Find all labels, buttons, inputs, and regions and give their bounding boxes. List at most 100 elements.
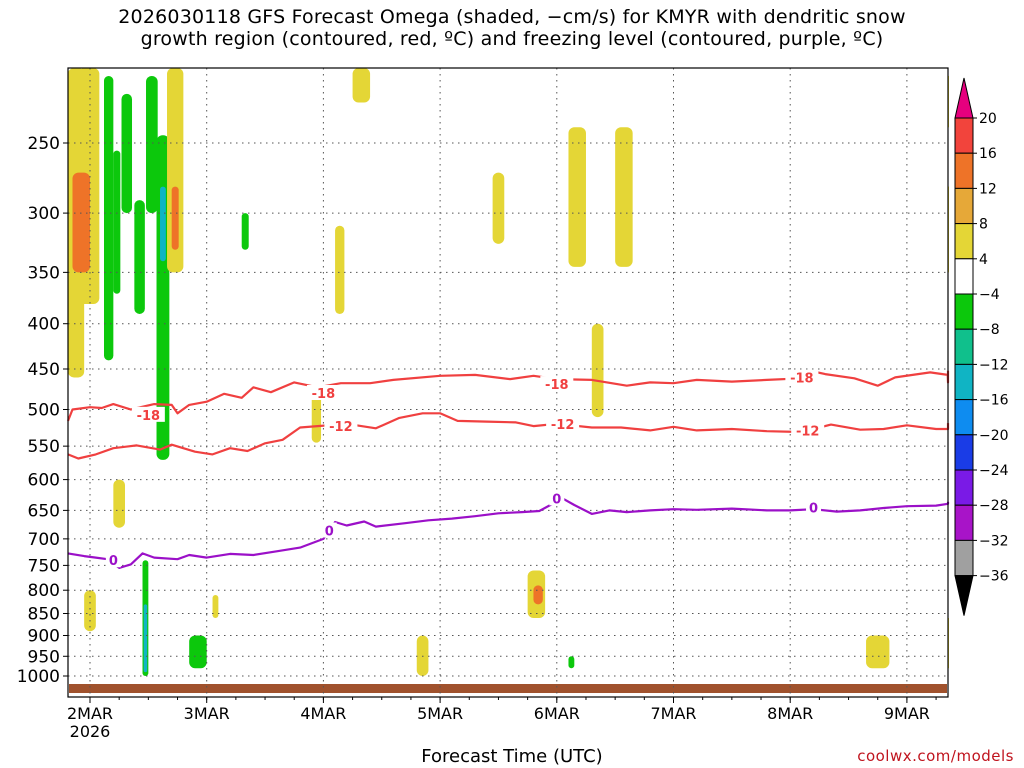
colorbar-bin (954, 539, 974, 577)
omega-shaded-region (143, 604, 148, 673)
omega-shaded-region (416, 635, 429, 676)
omega-shaded-region (84, 590, 96, 632)
x-tick-sublabel: 2026 (70, 722, 111, 741)
contour-label-bg (785, 369, 819, 385)
contour-label: 0 (809, 501, 818, 516)
colorbar-label: −36 (979, 569, 1009, 585)
colorbar-label: −8 (979, 322, 1000, 338)
omega-shaded-region (492, 172, 505, 244)
contour-label: -18 (545, 378, 569, 393)
colorbar-bottom-arrow (954, 575, 974, 616)
contour-label-bg (105, 552, 121, 568)
omega-shaded-region (615, 127, 633, 267)
y-tick-label: 650 (28, 501, 60, 521)
contour-label-bg (324, 418, 358, 434)
omega-shaded-region (134, 200, 145, 314)
colorbar-bin (954, 258, 974, 295)
colorbar-label: 4 (979, 252, 988, 268)
contour-label: 0 (325, 525, 334, 540)
contour-label: -12 (551, 418, 575, 433)
y-tick-label: 1000 (17, 667, 60, 687)
colorbar-bin (954, 117, 974, 154)
omega-shaded-region (121, 93, 133, 214)
x-tick-label: 6MAR (534, 704, 580, 723)
y-tick-label: 900 (28, 626, 60, 646)
colorbar-label: −24 (979, 463, 1009, 479)
omega-shaded-region (104, 75, 114, 361)
contour-label: -12 (796, 424, 820, 439)
contour-label-bg (546, 415, 580, 431)
x-tick-label: 9MAR (884, 704, 930, 723)
y-tick-label: 400 (28, 315, 60, 335)
omega-shaded-region (72, 172, 90, 273)
omega-shaded-region (160, 186, 166, 262)
x-tick-label: 4MAR (300, 704, 346, 723)
colorbar-bin (954, 223, 974, 260)
omega-shaded-region (212, 594, 219, 619)
grid-layer (68, 68, 948, 697)
omega-shading-layer (68, 68, 949, 676)
omega-shaded-region (866, 635, 890, 669)
colorbar-bin (954, 434, 974, 471)
colorbar-label: 8 (979, 217, 988, 233)
contour-label-bg (321, 522, 337, 538)
contour-label-bg (791, 422, 825, 438)
colorbar-label: −12 (979, 357, 1009, 373)
chart-title-line-2: growth region (contoured, red, ºC) and f… (140, 28, 884, 50)
omega-shaded-region (113, 150, 121, 294)
colorbar-label: −28 (979, 498, 1009, 514)
contour-label-bg (306, 385, 340, 401)
ground-band (69, 684, 947, 693)
contour-label: 0 (109, 554, 118, 569)
omega-shaded-region (167, 68, 184, 273)
y-tick-label: 600 (28, 471, 60, 491)
y-tick-label: 250 (28, 134, 60, 154)
omega-shaded-region (146, 75, 158, 214)
colorbar-bin (954, 363, 974, 401)
colorbar-top-arrow (954, 77, 974, 119)
colorbar-bin (954, 152, 974, 189)
contour-label: 0 (552, 492, 561, 507)
colorbar-label: −4 (979, 287, 1000, 303)
contour-label: -18 (137, 409, 161, 424)
contour-label-bg (806, 499, 822, 515)
contour-label-bg (549, 490, 565, 506)
omega-shaded-region (352, 68, 371, 103)
omega-shaded-region (533, 585, 543, 605)
omega-shaded-region (171, 186, 179, 250)
y-tick-label: 350 (28, 263, 60, 283)
contour-line-minus12 (67, 412, 950, 460)
x-tick-label: 5MAR (417, 704, 463, 723)
colorbar-label: 12 (979, 181, 997, 197)
y-tick-label: 450 (28, 360, 60, 380)
x-tick-label: 7MAR (650, 704, 696, 723)
contour-line-0 (67, 497, 950, 570)
y-tick-label: 800 (28, 581, 60, 601)
omega-shaded-region (335, 225, 345, 314)
contour-label: -18 (790, 371, 814, 386)
omega-shaded-region (568, 656, 575, 669)
contour-label-bg (540, 376, 574, 392)
plot-frame (67, 67, 949, 698)
colorbar-bin (954, 328, 974, 365)
y-axis: 2503003504004505005506006507007508008509… (17, 134, 68, 687)
x-tick-label: 3MAR (184, 704, 230, 723)
omega-shaded-region (113, 479, 126, 528)
colorbar-label: −20 (979, 428, 1009, 444)
chart-title: 2026030118 GFS Forecast Omega (shaded, −… (0, 6, 1024, 50)
omega-shaded-region (156, 135, 170, 460)
colorbar-label: 16 (979, 146, 997, 162)
y-tick-label: 500 (28, 401, 60, 421)
colorbar-label: 20 (979, 111, 997, 127)
contour-layer: -18 -18 -18 -18 -12 -12 -12 0 0 0 0 (66, 369, 950, 570)
omega-shaded-region (241, 213, 249, 250)
y-tick-label: 750 (28, 556, 60, 576)
y-tick-label: 300 (28, 204, 60, 224)
contour-line-minus18 (66, 370, 950, 422)
y-tick-label: 550 (28, 437, 60, 457)
ground-layer (69, 684, 947, 693)
contour-label-bg (131, 406, 165, 422)
x-tick-label: 2MAR (67, 704, 113, 723)
